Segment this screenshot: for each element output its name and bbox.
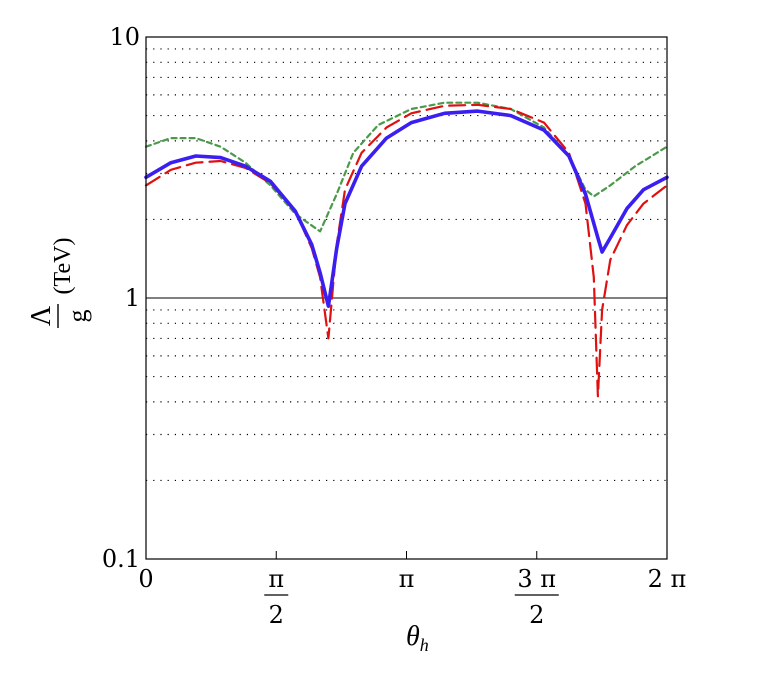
x-tick-label-denominator: 2 (529, 601, 544, 629)
x-label-subscript: h (420, 635, 429, 655)
series-layer (144, 101, 669, 398)
x-tick-label: π (399, 565, 415, 593)
y-label-unit: (TeV) (50, 238, 76, 295)
x-ticks: 0 π 2 π 3 π 2 2 π (138, 551, 686, 629)
y-tick-label: 0.1 (102, 545, 140, 573)
series-solid-line (144, 109, 669, 308)
x-tick-label-numerator: 3 π (517, 565, 556, 593)
series-short-dashed-line (144, 101, 669, 233)
y-axis-label: Λ g (TeV) (26, 238, 92, 328)
x-axis-label: θh (406, 621, 429, 655)
y-label-denominator: g (63, 310, 92, 323)
x-tick-label-denominator: 2 (269, 601, 284, 629)
grid-lines (146, 48, 667, 482)
y-tick-label: 10 (109, 23, 140, 51)
x-tick-label: 0 (138, 565, 153, 593)
x-tick-label: 2 π (648, 565, 687, 593)
x-label-theta: θ (406, 621, 420, 652)
y-label-numerator: Λ (26, 305, 57, 326)
y-ticks: 0.1 1 10 (102, 23, 154, 573)
x-tick-label-numerator: π (268, 565, 284, 593)
y-tick-label: 1 (125, 284, 140, 312)
svg-text:θh: θh (406, 621, 429, 655)
